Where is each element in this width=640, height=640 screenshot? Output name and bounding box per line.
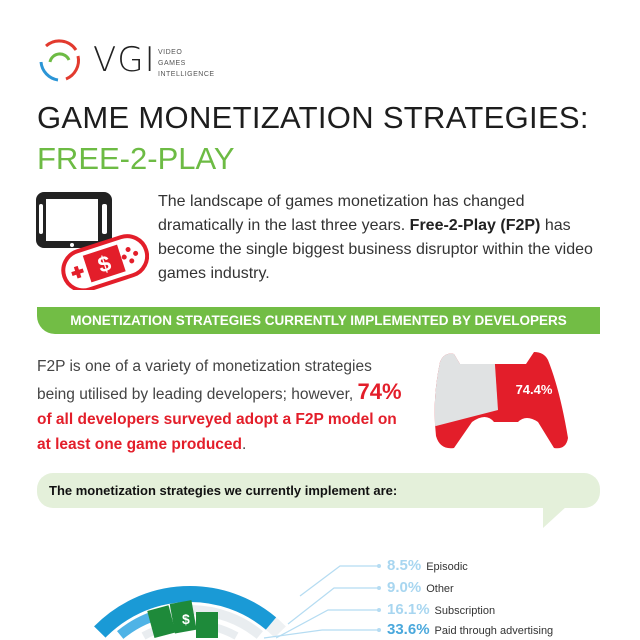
intro-paragraph: The landscape of games monetization has … — [158, 193, 593, 282]
ring-arc-outer — [94, 586, 277, 638]
legend-item: 33.6% Paid through advertising — [387, 622, 553, 639]
tagline-line: GAMES — [158, 60, 186, 67]
question-bubble: The monetization strategies we currently… — [37, 473, 600, 508]
page-subtitle: FREE-2-PLAY — [37, 141, 235, 176]
legend-item: 9.0% Other — [387, 580, 454, 597]
tagline-line: VIDEO — [158, 49, 183, 56]
legend-label: Subscription — [434, 605, 496, 617]
legend-value: 16.1% — [387, 601, 430, 618]
money-stack-icon: $ — [147, 600, 218, 639]
gamepad-progress-icon: 74.4% — [434, 352, 568, 449]
connector-dot — [377, 586, 381, 590]
legend-value: 9.0% — [387, 579, 422, 596]
radial-chart: $ — [94, 564, 381, 640]
legend-connector — [287, 587, 378, 625]
legend-label: Episodic — [426, 561, 468, 573]
legend-connector — [263, 629, 378, 639]
tagline-line: INTELLIGENCE — [158, 71, 215, 78]
svg-text:$: $ — [182, 611, 190, 627]
stat-highlight: 74% — [357, 379, 402, 404]
legend-connector — [275, 609, 378, 639]
tablet-gamepad-icon: $ — [36, 192, 149, 290]
section-banner: MONETIZATION STRATEGIES CURRENTLY IMPLEM… — [37, 307, 600, 334]
controller-value: 74.4% — [516, 382, 553, 397]
question-text: The monetization strategies we currently… — [49, 483, 398, 498]
legend-item: 8.5% Episodic — [387, 558, 468, 575]
legend-value: 33.6% — [387, 621, 430, 638]
connector-dot — [377, 628, 381, 632]
legend-value: 8.5% — [387, 557, 422, 574]
f2p-stat-paragraph: F2P is one of a variety of monetization … — [37, 358, 402, 453]
logo-wordmark: VGI — [93, 40, 156, 80]
page-title: GAME MONETIZATION STRATEGIES: — [37, 100, 589, 135]
connector-dot — [377, 608, 381, 612]
connector-dot — [377, 564, 381, 568]
bubble-tail — [543, 506, 567, 528]
logo-tagline: VIDEO GAMES INTELLIGENCE — [158, 47, 215, 80]
legend-label: Other — [426, 583, 454, 595]
legend-label: Paid through advertising — [434, 625, 554, 637]
legend-connector — [299, 565, 378, 597]
vgi-logo-icon — [39, 39, 80, 82]
legend-item: 16.1% Subscription — [387, 602, 495, 619]
